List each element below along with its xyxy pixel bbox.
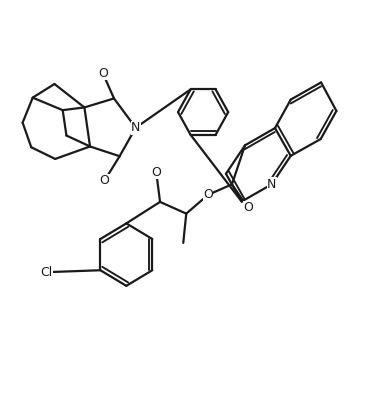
Text: O: O	[100, 174, 109, 187]
Text: Cl: Cl	[40, 266, 53, 279]
Text: O: O	[243, 201, 253, 214]
Text: O: O	[151, 166, 161, 179]
Text: N: N	[131, 121, 140, 134]
Text: O: O	[203, 188, 213, 202]
Text: N: N	[267, 178, 276, 191]
Text: O: O	[98, 67, 108, 80]
